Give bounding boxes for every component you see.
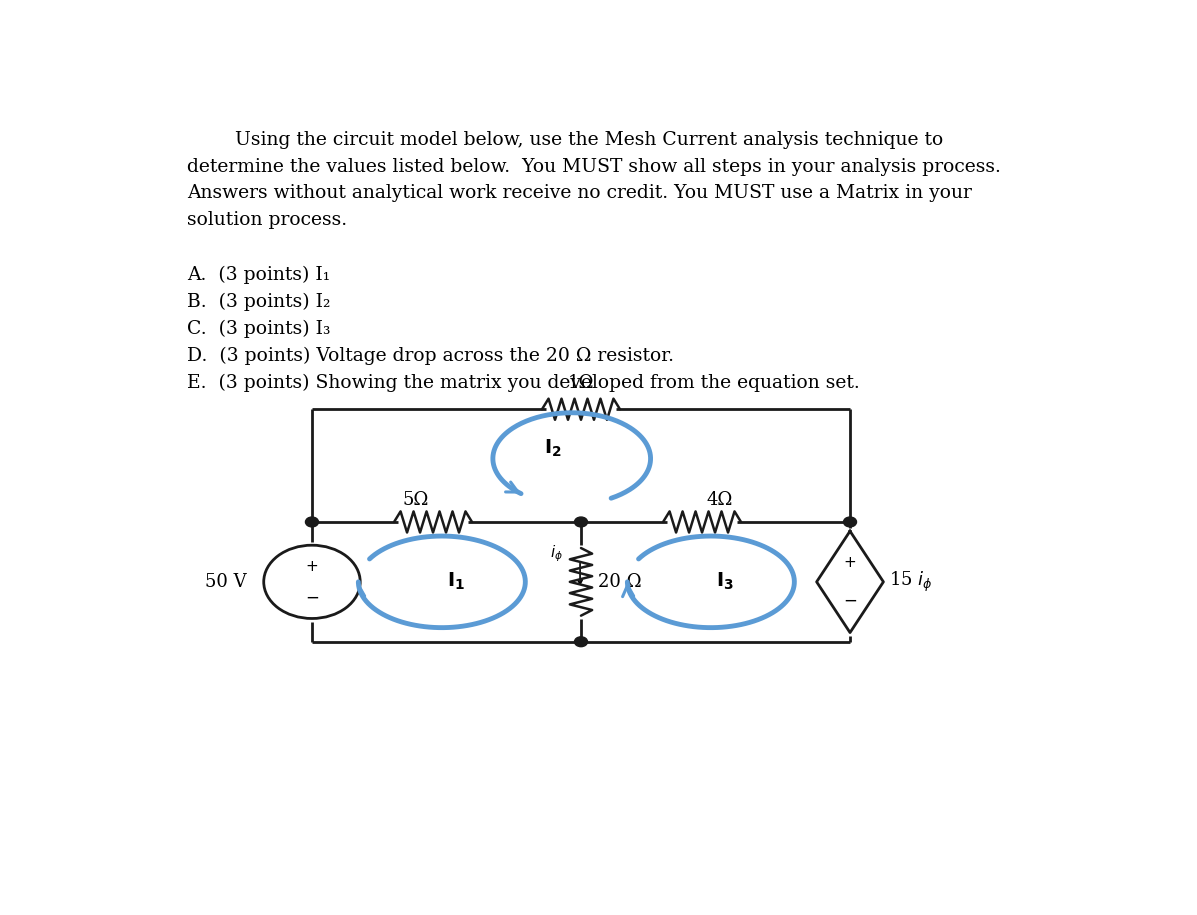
Polygon shape	[816, 531, 883, 632]
Text: E.  (3 points) Showing the matrix you developed from the equation set.: E. (3 points) Showing the matrix you dev…	[187, 373, 859, 392]
Text: $i_{\phi}$: $i_{\phi}$	[549, 544, 563, 565]
Text: 20 Ω: 20 Ω	[597, 573, 642, 591]
Circle shape	[263, 545, 360, 619]
Text: Using the circuit model below, use the Mesh Current analysis technique to: Using the circuit model below, use the M…	[187, 131, 943, 149]
Text: $\mathbf{I_3}$: $\mathbf{I_3}$	[716, 571, 734, 593]
Text: 4Ω: 4Ω	[706, 491, 733, 510]
Text: +: +	[844, 555, 856, 570]
Circle shape	[575, 517, 588, 527]
Text: 15 $i_\phi$: 15 $i_\phi$	[889, 570, 932, 594]
Text: +: +	[305, 559, 318, 574]
Text: −: −	[843, 592, 857, 610]
Text: 1Ω: 1Ω	[567, 373, 594, 392]
Text: −: −	[305, 588, 318, 607]
Text: $\mathbf{I_1}$: $\mathbf{I_1}$	[446, 571, 464, 593]
Text: 50 V: 50 V	[206, 573, 247, 591]
Text: D.  (3 points) Voltage drop across the 20 Ω resistor.: D. (3 points) Voltage drop across the 20…	[187, 347, 674, 365]
Circle shape	[844, 517, 857, 527]
Circle shape	[575, 637, 588, 647]
Circle shape	[305, 517, 318, 527]
Text: B.  (3 points) I₂: B. (3 points) I₂	[187, 293, 330, 311]
Text: C.  (3 points) I₃: C. (3 points) I₃	[187, 319, 330, 338]
Text: determine the values listed below.  You MUST show all steps in your analysis pro: determine the values listed below. You M…	[187, 157, 1001, 176]
Text: solution process.: solution process.	[187, 211, 347, 230]
Text: A.  (3 points) I₁: A. (3 points) I₁	[187, 266, 330, 285]
Text: Answers without analytical work receive no credit. You MUST use a Matrix in your: Answers without analytical work receive …	[187, 185, 972, 202]
Text: 5Ω: 5Ω	[402, 491, 429, 510]
Text: $\mathbf{I_2}$: $\mathbf{I_2}$	[545, 437, 563, 458]
